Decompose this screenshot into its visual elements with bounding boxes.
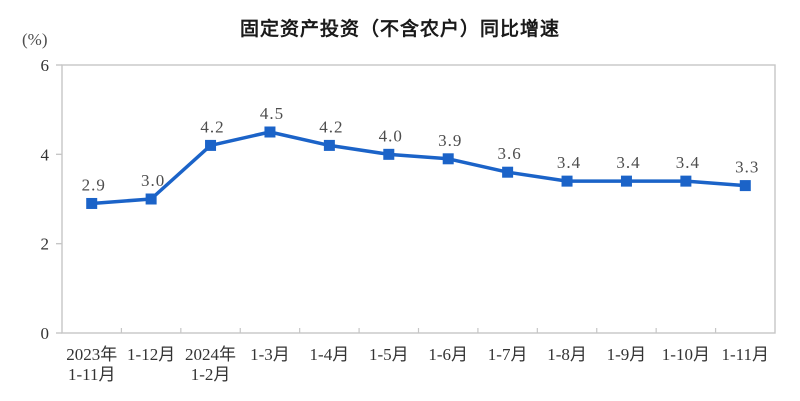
data-point-label: 3.3 bbox=[735, 158, 759, 177]
data-point-marker bbox=[442, 153, 454, 165]
data-point-marker bbox=[323, 139, 335, 151]
data-point-marker bbox=[383, 148, 395, 160]
x-tick-label: 1-6月 bbox=[428, 345, 468, 364]
y-tick-label: 4 bbox=[41, 145, 50, 164]
y-axis-unit-label: (%) bbox=[22, 30, 48, 49]
x-tick-label: 1-12月 bbox=[127, 345, 175, 364]
data-point-marker bbox=[680, 175, 692, 187]
data-point-marker bbox=[86, 197, 98, 209]
x-tick-label: 1-3月 bbox=[250, 345, 290, 364]
data-point-label: 3.9 bbox=[438, 131, 462, 150]
data-point-label: 3.6 bbox=[498, 144, 522, 163]
data-point-label: 3.0 bbox=[141, 171, 165, 190]
y-tick-label: 2 bbox=[41, 235, 50, 254]
data-point-marker bbox=[620, 175, 632, 187]
x-tick-label: 1-10月 bbox=[662, 345, 710, 364]
x-tick-label: 1-5月 bbox=[369, 345, 409, 364]
data-point-marker bbox=[264, 126, 276, 138]
x-tick-label: 1-2月 bbox=[191, 365, 231, 384]
x-tick-label: 1-11月 bbox=[722, 345, 770, 364]
data-point-marker bbox=[561, 175, 573, 187]
x-tick-label: 2024年 bbox=[185, 345, 236, 364]
data-point-marker bbox=[145, 193, 157, 205]
x-tick-label: 1-8月 bbox=[547, 345, 587, 364]
data-point-label: 3.4 bbox=[557, 153, 581, 172]
x-tick-label: 1-11月 bbox=[68, 365, 116, 384]
y-tick-label: 6 bbox=[41, 56, 50, 75]
plot-border bbox=[61, 64, 776, 334]
data-point-marker bbox=[205, 139, 217, 151]
x-tick-label: 1-7月 bbox=[488, 345, 528, 364]
data-point-label: 3.4 bbox=[616, 153, 640, 172]
data-point-marker bbox=[502, 166, 514, 178]
trend-line bbox=[89, 130, 748, 206]
data-point-label: 2.9 bbox=[82, 175, 106, 194]
data-point-label: 4.2 bbox=[319, 117, 343, 136]
x-tick-label: 2023年 bbox=[66, 345, 117, 364]
data-point-label: 4.0 bbox=[379, 126, 403, 145]
data-point-marker bbox=[739, 180, 751, 192]
data-point-label: 4.2 bbox=[200, 117, 224, 136]
data-point-label: 3.4 bbox=[676, 153, 700, 172]
chart-title: 固定资产投资（不含农户）同比增速 bbox=[239, 19, 560, 40]
x-tick-label: 1-9月 bbox=[607, 345, 647, 364]
data-point-label: 4.5 bbox=[260, 104, 284, 123]
x-tick-label: 1-4月 bbox=[310, 345, 350, 364]
y-tick-label: 0 bbox=[41, 324, 50, 343]
